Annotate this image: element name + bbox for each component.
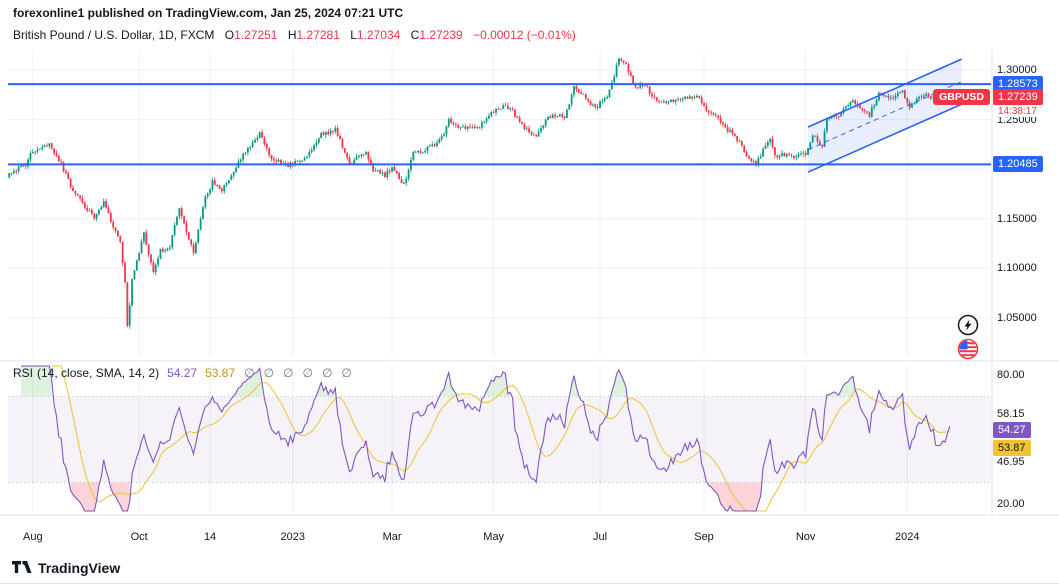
us-flag-icon[interactable] (957, 338, 979, 360)
rsi-params: (14, close, SMA, 14, 2) (37, 366, 160, 380)
symbol-title[interactable]: British Pound / U.S. Dollar, 1D, FXCM (13, 28, 215, 42)
time-axis-label[interactable]: May (483, 531, 505, 543)
rsi-lower-band-label: 46.95 (997, 456, 1025, 469)
price-change: −0.00012 (−0.01%) (473, 28, 576, 42)
publish-info: forexonline1 published on TradingView.co… (13, 6, 404, 20)
rsi-axis-label: 80.00 (997, 369, 1025, 381)
rsi-axis-label: 20.00 (997, 498, 1025, 510)
symbol-header: British Pound / U.S. Dollar, 1D, FXCM O1… (13, 28, 576, 42)
time-axis-label[interactable]: Mar (382, 531, 402, 543)
price-axis-label: 1.05000 (997, 312, 1037, 324)
rsi-setting-icon[interactable]: ∅ (341, 366, 352, 380)
rsi-header: RSI (14, close, SMA, 14, 2) 54.27 53.87 ∅ ∅ ∅ ∅… (13, 366, 352, 380)
close-value: 1.27239 (419, 28, 463, 42)
rsi-upper-band-label: 58.15 (997, 407, 1025, 420)
low-label: L (350, 28, 357, 42)
time-axis-label[interactable]: 2024 (895, 531, 920, 543)
rsi-setting-icon[interactable]: ∅ (321, 366, 333, 380)
time-axis-label[interactable]: 2023 (280, 531, 306, 543)
bar-countdown: 14:38:17 (996, 106, 1039, 117)
time-axis-label[interactable]: Sep (694, 531, 714, 543)
price-axis-label: 1.10000 (997, 262, 1037, 275)
last-price-badge: 1.27239 (993, 89, 1043, 105)
rsi-setting-icon[interactable]: ∅ (302, 366, 313, 380)
pane-separators (0, 50, 1059, 584)
time-axis-label[interactable]: Jul (593, 531, 608, 543)
low-value: 1.27034 (356, 28, 401, 42)
rsi-setting-icon[interactable]: ∅ (283, 366, 294, 380)
footer: TradingView (12, 560, 120, 576)
rsi-ma-value: 53.87 (205, 366, 236, 380)
chart-event-icons (957, 314, 979, 360)
lower-level-badge[interactable]: 1.20485 (993, 156, 1043, 172)
high-label: H (287, 28, 297, 42)
open-value: 1.27251 (234, 28, 278, 42)
time-axis-label[interactable]: Nov (795, 531, 816, 543)
price-axis-label: 1.15000 (997, 212, 1037, 225)
price-axis-label: 1.30000 (997, 64, 1037, 76)
time-axis-label[interactable]: 14 (203, 531, 217, 543)
time-axis-label[interactable]: Aug (23, 531, 43, 543)
rsi-setting-icon[interactable]: ∅ (244, 366, 255, 380)
rsi-setting-icon[interactable]: ∅ (263, 366, 275, 380)
rsi-value: 54.27 (167, 366, 198, 380)
rsi-pane (8, 365, 991, 512)
ascending-channel-drawing (807, 58, 962, 173)
open-label: O (224, 28, 235, 42)
gridlines (8, 50, 991, 512)
rsi-value-badge: 54.27 (993, 422, 1031, 438)
lightning-icon[interactable] (957, 314, 979, 336)
upper-level-badge[interactable]: 1.28573 (993, 76, 1043, 92)
brand-name[interactable]: TradingView (38, 560, 121, 576)
close-label: C (410, 28, 420, 42)
rsi-title[interactable]: RSI (13, 366, 34, 380)
rsi-ma-badge: 53.87 (993, 440, 1031, 456)
high-value: 1.27281 (296, 28, 340, 42)
tradingview-logo-icon[interactable] (12, 560, 32, 576)
symbol-price-pill: GBPUSD (933, 89, 990, 105)
time-axis-label[interactable]: Oct (130, 531, 148, 543)
candlestick-series (8, 57, 951, 329)
